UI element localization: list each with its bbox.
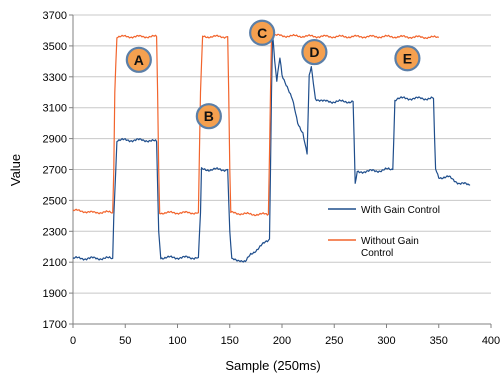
x-tick-label: 300: [377, 335, 395, 347]
x-axis-label: Sample (250ms): [225, 358, 320, 373]
annotation-marker-a: A: [125, 46, 152, 73]
annotation-markers: A B C D E: [125, 19, 421, 130]
y-tick-label: 1700: [43, 319, 67, 331]
annotation-marker-e: E: [394, 45, 421, 72]
x-tick-label: 50: [119, 335, 131, 347]
series-with-gain-control: [72, 33, 471, 263]
annotation-label: B: [204, 108, 214, 124]
y-tick-label: 3700: [43, 10, 67, 22]
y-tick-label: 2900: [43, 134, 67, 146]
legend-label: With Gain Control: [361, 205, 440, 216]
axes: [69, 14, 492, 328]
annotation-marker-c: C: [249, 19, 276, 46]
y-tick-labels: 1700 1900 2100 2300 2500 2700 2900 3100 3300 3500…: [43, 10, 67, 331]
x-tick-labels: 0 50 100 150 200 250 300 350 400: [70, 335, 500, 347]
y-axis-label: Value: [8, 154, 23, 186]
x-tick-label: 150: [221, 335, 239, 347]
x-tick-label: 0: [70, 335, 76, 347]
annotation-label: C: [257, 25, 267, 41]
x-tick-label: 350: [430, 335, 448, 347]
y-tick-label: 2300: [43, 226, 67, 238]
series-lines: [72, 33, 471, 263]
y-tick-label: 3100: [43, 103, 67, 115]
y-tick-label: 3500: [43, 41, 67, 53]
annotation-label: D: [309, 44, 319, 60]
y-tick-label: 3300: [43, 72, 67, 84]
annotation-marker-d: D: [301, 38, 328, 66]
y-tick-label: 2500: [43, 195, 67, 207]
gridlines: [73, 14, 491, 294]
y-tick-label: 2100: [43, 257, 67, 269]
annotation-label: A: [134, 52, 144, 68]
legend-entry-with-gain-control: With Gain Control: [328, 205, 440, 216]
legend-entry-without-gain-control: Without Gain Control: [328, 236, 419, 259]
legend: With Gain Control Without Gain Control: [328, 205, 440, 259]
x-tick-label: 250: [325, 335, 343, 347]
legend-label: Without Gain Control: [361, 236, 419, 259]
annotation-label: E: [403, 50, 412, 66]
annotation-marker-b: B: [195, 103, 222, 130]
x-tick-label: 200: [273, 335, 291, 347]
y-tick-label: 2700: [43, 165, 67, 177]
x-tick-label: 100: [168, 335, 186, 347]
y-tick-label: 1900: [43, 288, 67, 300]
series-without-gain-control: [72, 33, 440, 217]
x-tick-label: 400: [482, 335, 500, 347]
